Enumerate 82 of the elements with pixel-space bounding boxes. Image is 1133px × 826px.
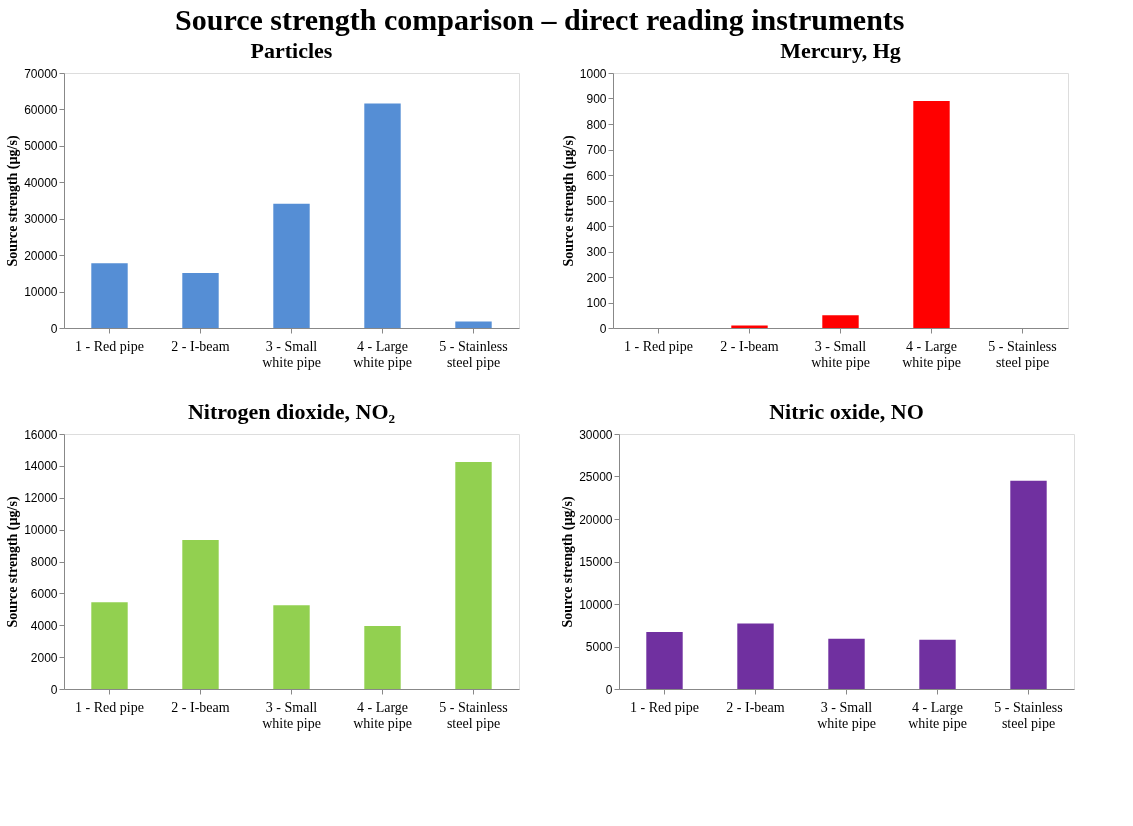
bar bbox=[919, 639, 956, 689]
y-tick-label: 14000 bbox=[24, 459, 58, 474]
y-tick-label: 2000 bbox=[30, 650, 58, 665]
y-tick-label: 25000 bbox=[579, 470, 613, 484]
y-tick-label: 10000 bbox=[579, 597, 613, 612]
x-tick-label: 1 - Red pipe bbox=[75, 338, 144, 354]
bar bbox=[737, 623, 774, 689]
x-tick-label: 3 - Small white pipe bbox=[817, 699, 876, 731]
x-tick-label: 4 - Large white pipe bbox=[908, 699, 967, 731]
y-tick-label: 60000 bbox=[24, 102, 58, 117]
x-tick-label: 5 - Stainless steel pipe bbox=[439, 699, 508, 731]
y-tick-label: 400 bbox=[586, 219, 607, 234]
x-tick-label: 5 - Stainless steel pipe bbox=[994, 699, 1063, 731]
bar bbox=[913, 101, 950, 328]
bar bbox=[273, 203, 310, 328]
chart-title: Nitrogen dioxide, NO₂ bbox=[187, 399, 396, 424]
y-tick-label: 200 bbox=[586, 270, 607, 285]
y-tick-label: 40000 bbox=[24, 175, 58, 190]
bar bbox=[91, 263, 128, 328]
bar bbox=[1010, 480, 1047, 689]
chart-title: Particles bbox=[250, 38, 333, 63]
x-tick-label: 4 - Large white pipe bbox=[353, 699, 412, 731]
y-tick-label: 900 bbox=[586, 92, 607, 106]
x-tick-label: 1 - Red pipe bbox=[630, 699, 699, 715]
x-tick-label: 1 - Red pipe bbox=[624, 338, 693, 354]
bar bbox=[455, 461, 492, 689]
bar bbox=[182, 539, 219, 689]
y-tick-label: 4000 bbox=[30, 618, 58, 633]
y-tick-label: 0 bbox=[599, 321, 607, 336]
y-tick-label: 12000 bbox=[24, 491, 58, 506]
y-tick-label: 500 bbox=[586, 194, 607, 208]
bar bbox=[182, 272, 219, 328]
y-tick-label: 15000 bbox=[579, 555, 613, 569]
y-tick-label: 5000 bbox=[585, 640, 613, 654]
y-axis-title: Source strength (µg/s) bbox=[560, 135, 577, 267]
y-tick-label: 100 bbox=[586, 296, 607, 310]
y-axis-title: Source strength (µg/s) bbox=[5, 135, 22, 267]
y-tick-label: 700 bbox=[586, 143, 607, 157]
y-tick-label: 600 bbox=[586, 168, 607, 183]
text: Source strength comparison – direct reading instruments bbox=[175, 2, 905, 36]
y-tick-label: 10000 bbox=[24, 285, 58, 300]
chart-title: Nitric oxide, NO bbox=[769, 399, 924, 424]
y-tick-label: 0 bbox=[50, 321, 58, 336]
bar bbox=[364, 103, 401, 328]
y-axis-title: Source strength (µg/s) bbox=[560, 496, 577, 628]
y-tick-label: 30000 bbox=[24, 212, 58, 227]
y-tick-label: 1000 bbox=[579, 66, 607, 81]
y-tick-label: 16000 bbox=[24, 427, 58, 442]
x-tick-label: 4 - Large white pipe bbox=[353, 338, 412, 370]
y-tick-label: 300 bbox=[586, 245, 607, 259]
bar bbox=[364, 626, 401, 689]
y-tick-label: 0 bbox=[50, 682, 58, 697]
y-tick-label: 6000 bbox=[30, 586, 58, 601]
y-tick-label: 50000 bbox=[24, 139, 58, 154]
y-tick-label: 20000 bbox=[579, 512, 613, 527]
x-tick-label: 3 - Small white pipe bbox=[811, 338, 870, 370]
y-tick-label: 30000 bbox=[579, 427, 613, 442]
y-tick-label: 70000 bbox=[24, 66, 58, 81]
x-tick-label: 1 - Red pipe bbox=[75, 699, 144, 715]
x-tick-label: 2 - I-beam bbox=[726, 699, 785, 715]
x-tick-label: 2 - I-beam bbox=[171, 699, 230, 715]
bar bbox=[273, 605, 310, 689]
chart-title: Mercury, Hg bbox=[780, 38, 901, 63]
x-tick-label: 4 - Large white pipe bbox=[902, 338, 961, 370]
y-tick-label: 8000 bbox=[30, 555, 58, 569]
bar bbox=[731, 325, 768, 328]
bar bbox=[822, 315, 859, 328]
x-tick-label: 5 - Stainless steel pipe bbox=[988, 338, 1057, 370]
x-tick-label: 2 - I-beam bbox=[171, 338, 230, 354]
y-axis-title: Source strength (µg/s) bbox=[5, 496, 22, 628]
y-tick-label: 10000 bbox=[24, 523, 58, 538]
y-tick-label: 800 bbox=[586, 117, 607, 132]
y-tick-label: 0 bbox=[605, 682, 613, 697]
x-tick-label: 2 - I-beam bbox=[720, 338, 779, 354]
bar bbox=[828, 638, 865, 689]
bar bbox=[646, 632, 683, 689]
x-tick-label: 3 - Small white pipe bbox=[262, 699, 321, 731]
x-tick-label: 5 - Stainless steel pipe bbox=[439, 338, 508, 370]
y-tick-label: 20000 bbox=[24, 248, 58, 263]
bar bbox=[455, 321, 492, 328]
x-tick-label: 3 - Small white pipe bbox=[262, 338, 321, 370]
bar bbox=[91, 602, 128, 689]
